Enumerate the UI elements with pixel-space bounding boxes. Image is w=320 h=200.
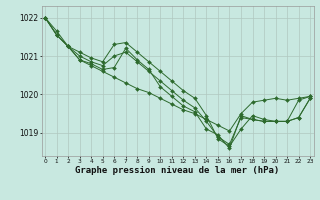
X-axis label: Graphe pression niveau de la mer (hPa): Graphe pression niveau de la mer (hPa) <box>76 166 280 175</box>
